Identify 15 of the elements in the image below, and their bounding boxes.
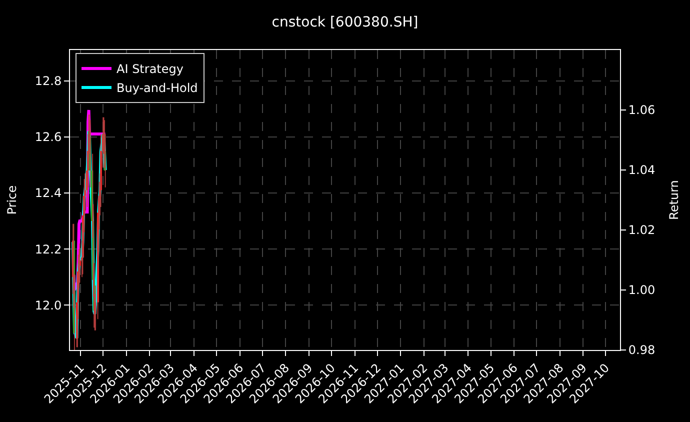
- y-tick-label: 12.4: [34, 186, 62, 200]
- y-tick-label: 12.8: [34, 74, 62, 88]
- y2-tick-label: 1.04: [628, 163, 656, 178]
- y2-tick-label: 1.06: [628, 103, 656, 118]
- legend-label: AI Strategy: [116, 62, 184, 76]
- y-axis-title: Price: [5, 185, 20, 215]
- y2-tick-label: 1.02: [628, 223, 656, 238]
- legend-label: Buy-and-Hold: [116, 81, 198, 96]
- y-tick-label: 12.2: [34, 242, 62, 256]
- y-tick-label: 12.0: [34, 298, 62, 312]
- y-tick-label: 12.6: [34, 130, 62, 144]
- y2-tick-label: 1.00: [628, 283, 656, 298]
- y2-tick-label: 0.98: [628, 343, 656, 358]
- y2-axis-title: Return: [667, 180, 682, 220]
- chart-title: cnstock [600380.SH]: [272, 14, 418, 31]
